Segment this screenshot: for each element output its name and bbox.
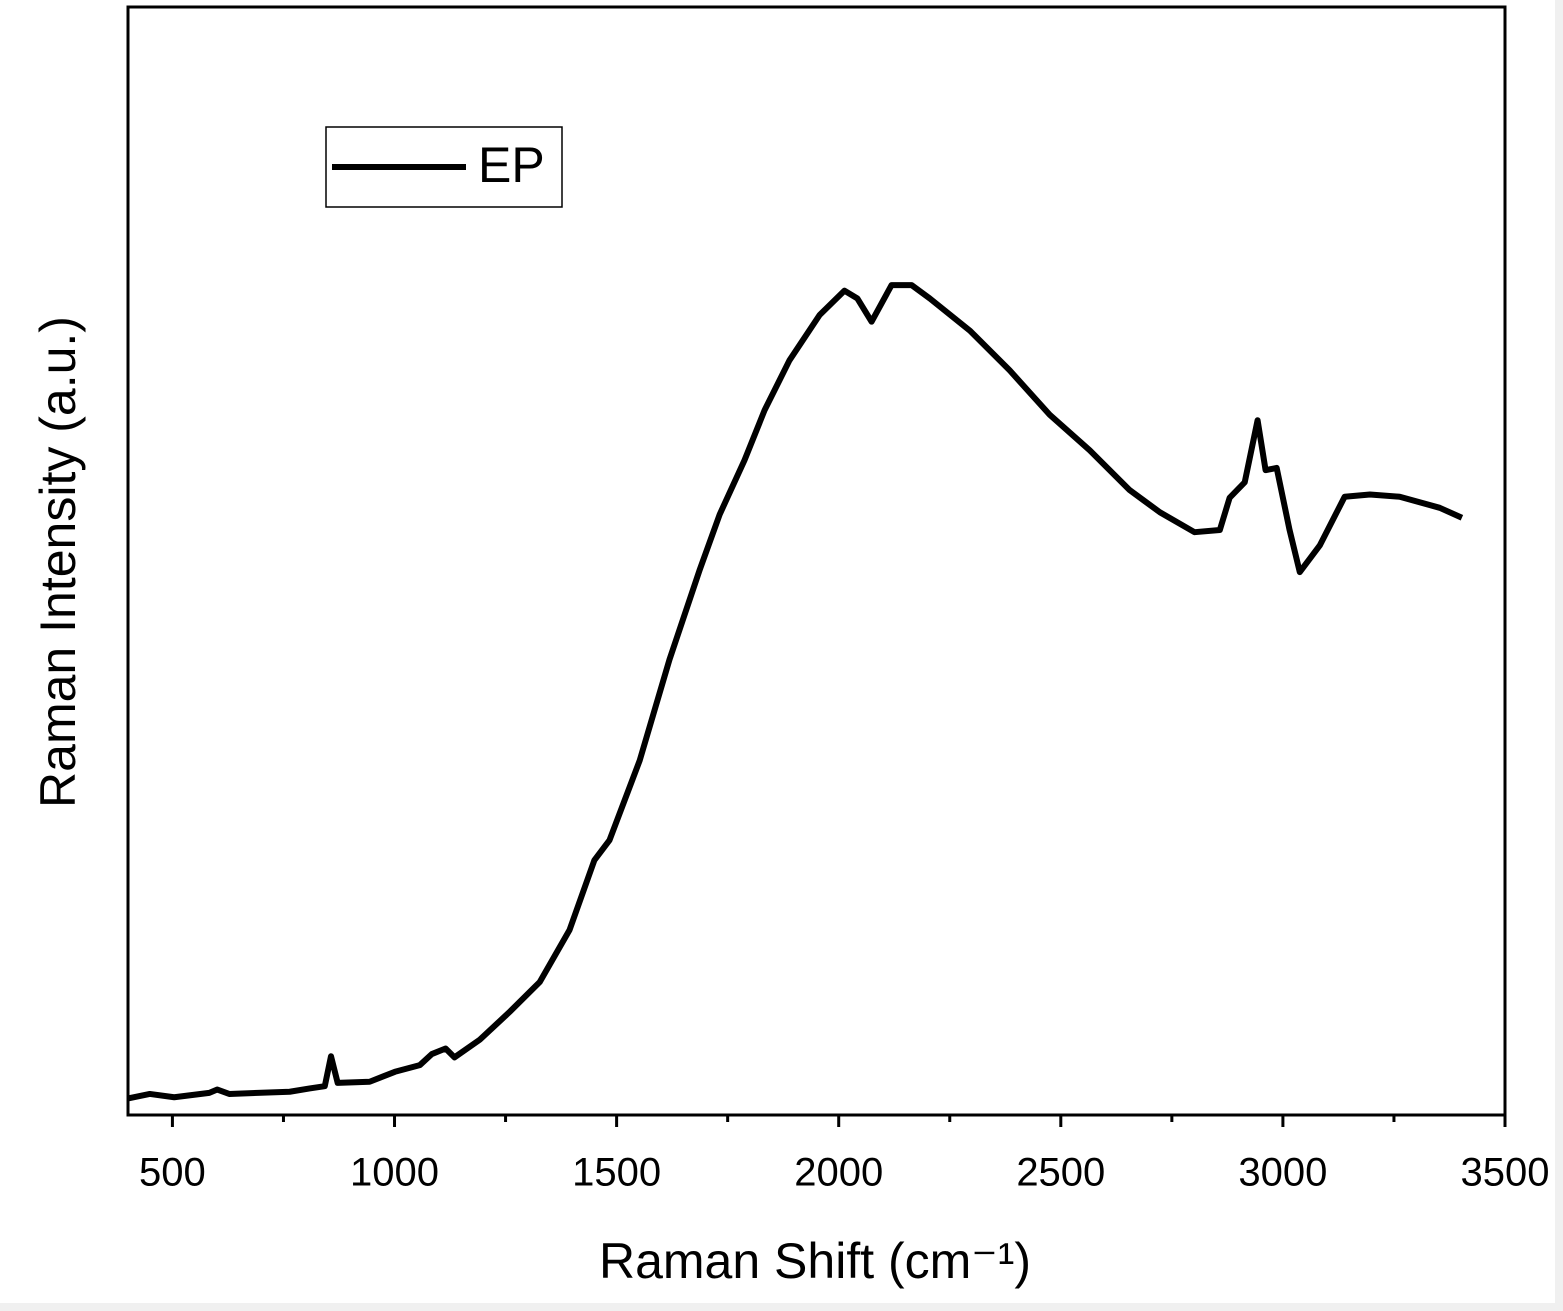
- x-tick-label: 2000: [794, 1151, 883, 1195]
- x-tick-label: 1500: [572, 1151, 661, 1195]
- plot-frame: [126, 5, 1507, 1117]
- x-tick-label: 1000: [350, 1151, 439, 1195]
- data-line: [127, 282, 1464, 1102]
- x-tick-label: 2500: [1016, 1151, 1105, 1195]
- x-axis-label: Raman Shift (cm⁻¹): [599, 1233, 1031, 1289]
- x-tick-label: 3000: [1238, 1151, 1327, 1195]
- legend-label: EP: [478, 137, 545, 193]
- y-axis-label: Raman Intensity (a.u.): [30, 316, 86, 808]
- x-tick-label: 3500: [1461, 1151, 1550, 1195]
- x-tick-label: 500: [139, 1151, 206, 1195]
